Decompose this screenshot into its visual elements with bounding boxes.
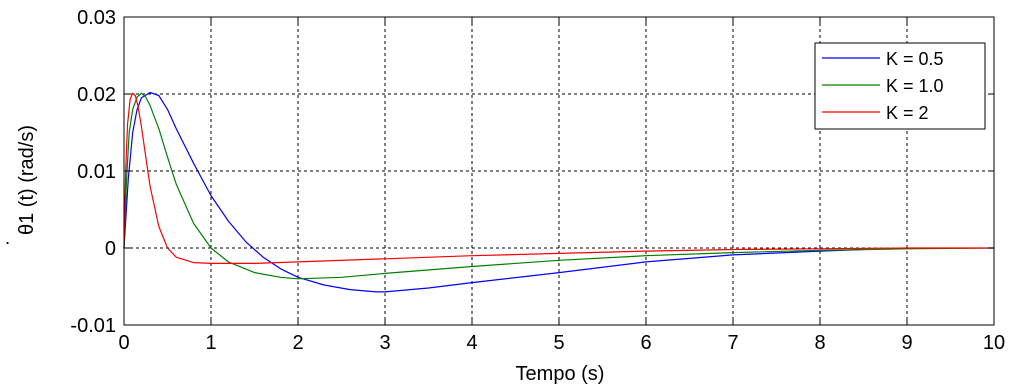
x-tick-label: 5	[553, 332, 564, 354]
series-line	[123, 92, 994, 264]
x-tick-label: 4	[466, 332, 477, 354]
x-tick-label: 6	[640, 332, 651, 354]
x-tick-label: 10	[983, 332, 1005, 354]
y-tick-label: -0.01	[70, 315, 116, 337]
x-tick-label: 0	[118, 332, 129, 354]
y-axis-label-dot: ˙	[3, 238, 28, 245]
y-tick-label: 0	[105, 238, 116, 260]
grid	[124, 17, 994, 325]
x-axis-label: Tempo (s)	[516, 363, 605, 385]
x-tick-label: 1	[205, 332, 216, 354]
series-line	[123, 92, 995, 280]
x-tick-label: 9	[901, 332, 912, 354]
ticks	[123, 16, 995, 326]
x-tick-label: 2	[292, 332, 303, 354]
y-tick-label: 0.02	[77, 84, 116, 106]
x-tick-label: 3	[379, 332, 390, 354]
y-axis-label: θ1 (t) (rad/s)	[16, 125, 38, 235]
legend: K = 0.5 K = 1.0 K = 2	[814, 42, 986, 130]
y-tick-label: 0.03	[77, 7, 116, 29]
y-tick-label: 0.01	[77, 161, 116, 183]
legend-label: K = 0.5	[886, 49, 944, 69]
legend-label: K = 2	[886, 103, 929, 123]
series-group	[123, 91, 995, 293]
x-tick-label: 8	[814, 332, 825, 354]
legend-box	[814, 42, 986, 130]
x-tick-label: 7	[727, 332, 738, 354]
legend-label: K = 1.0	[886, 76, 944, 96]
y-axis-label-group: θ1 (t) (rad/s) ˙	[3, 125, 38, 246]
